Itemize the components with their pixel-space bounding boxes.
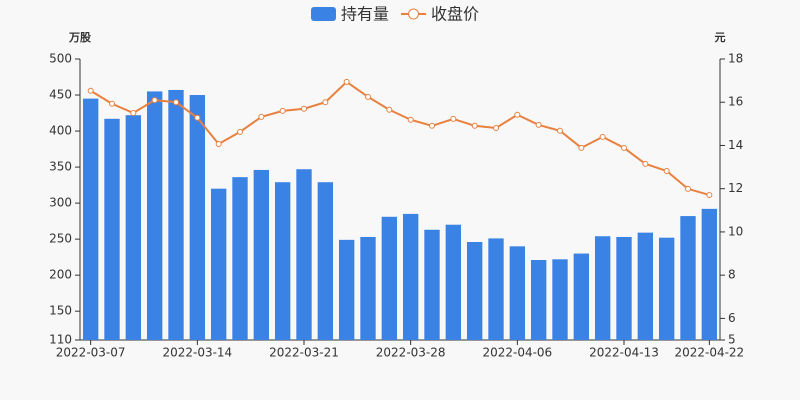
line [90,80,710,196]
y-tick-label: 250 [49,232,72,246]
bar [530,260,547,340]
line-point [642,160,649,167]
line-point [343,78,350,85]
bar [552,259,568,340]
line-point [599,133,606,140]
y2-tick-label: 8 [728,268,736,282]
y-tick-label: 110 [49,333,72,347]
line-point [621,144,627,151]
bar [701,208,718,340]
line-point [535,121,542,128]
bar [338,239,355,340]
line-point [365,93,371,100]
line-point [194,114,201,121]
bar [253,169,270,340]
bar [466,242,483,340]
y2-tick-label: 14 [728,138,743,152]
bar [168,89,184,340]
bar [274,182,291,340]
x-tick-label: 2022-04-06 [482,346,552,360]
y2-tick-label: 16 [728,95,743,109]
y-tick-label: 300 [49,196,72,210]
x-tick-label: 2022-04-13 [589,346,659,360]
y2-axis-unit: 元 [715,31,726,44]
x-tick-label: 2022-03-14 [162,346,232,360]
bar [680,216,696,340]
line-point [429,122,435,129]
line-point [663,167,670,174]
line-point [386,106,393,113]
line-point [685,185,691,192]
bar [509,246,526,340]
x-tick-label: 2022-03-07 [56,346,126,360]
bar [616,236,632,340]
legend-swatch[interactable] [408,8,420,20]
bar [594,236,611,340]
bar [189,95,206,341]
bar [82,98,99,340]
x-tick-label: 2022-03-28 [376,346,446,360]
y-tick-label: 400 [49,124,72,138]
x-tick-label: 2022-03-21 [269,346,339,360]
line-point [322,99,329,106]
line-point [471,122,478,129]
y-tick-label: 350 [49,160,72,174]
bar [317,182,334,340]
bar [658,237,675,340]
bar [232,177,248,340]
line-point [151,97,158,104]
y2-tick-label: 18 [728,52,743,66]
bar [637,232,654,340]
y-tick-label: 200 [49,268,72,282]
line-point [493,124,499,131]
line-point [450,115,457,122]
bar [360,236,376,340]
y2-tick-label: 6 [728,311,736,325]
y-tick-label: 500 [49,52,72,66]
line-point [706,191,713,198]
line-point [578,144,585,151]
bar [488,238,504,340]
line-point [87,87,94,94]
y-tick-label: 150 [49,304,72,318]
x-tick-label: 2022-04-22 [674,346,744,360]
bar [210,188,227,340]
bar [296,169,312,340]
bar [573,253,590,340]
line-point [407,116,414,123]
line-point [237,128,243,135]
bar [424,229,440,340]
line-point [109,100,115,107]
y2-tick-label: 10 [728,224,743,238]
line-point [258,113,265,120]
legend-label[interactable]: 收盘价 [431,5,479,24]
y-axis-unit: 万股 [68,31,92,44]
line-point [301,105,307,112]
line-point [514,111,521,118]
line-point [173,99,179,106]
line-point [557,127,563,134]
y2-tick-label: 5 [728,333,736,347]
bar [402,213,419,340]
legend-swatch[interactable] [311,7,336,21]
bar [381,216,398,340]
legend-label[interactable]: 持有量 [341,5,389,24]
y2-tick-label: 12 [728,181,743,195]
y-tick-label: 450 [49,88,72,102]
bar [104,118,120,340]
line-point [130,110,137,117]
bar [125,115,142,340]
bar [445,224,462,340]
line-point [279,107,286,114]
bar [146,91,163,340]
line-point [215,140,222,147]
